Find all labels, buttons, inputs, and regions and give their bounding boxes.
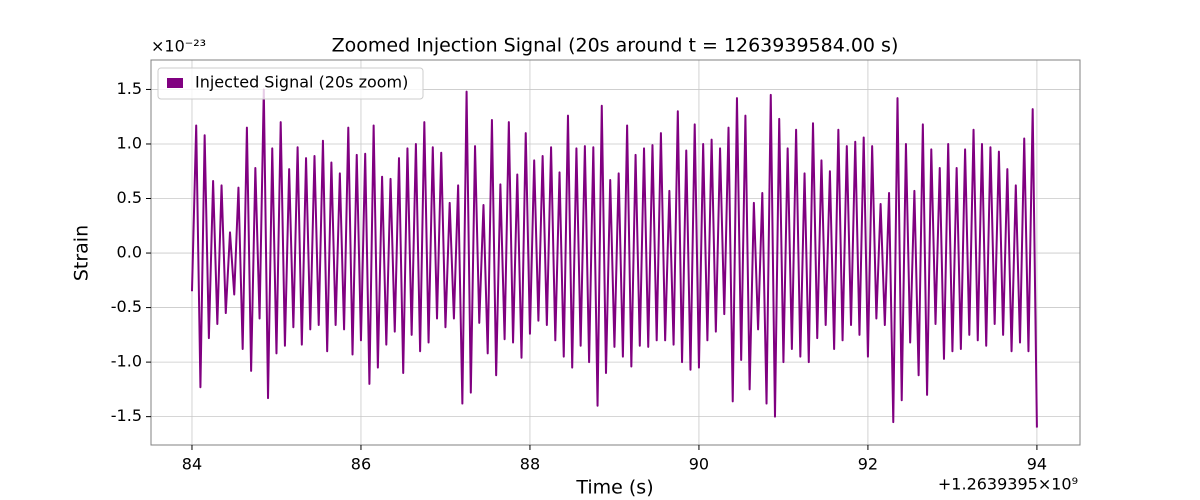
x-tick-label: 90	[689, 455, 709, 474]
x-tick-label: 94	[1027, 455, 1047, 474]
x-axis-label: Time (s)	[575, 477, 653, 499]
y-tick-label: 1.0	[117, 133, 142, 152]
y-tick-label: 1.5	[117, 79, 142, 98]
legend-label: Injected Signal (20s zoom)	[195, 73, 408, 92]
x-offset-label: +1.2639395×10⁹	[938, 475, 1078, 494]
y-axis-label: Strain	[71, 225, 93, 281]
y-tick-label: -1.5	[111, 406, 142, 425]
series-line	[190, 88, 1038, 428]
y-tick-label: -1.0	[111, 352, 142, 371]
legend-box	[157, 67, 424, 100]
x-tick-label: 86	[351, 455, 371, 474]
plot-frame	[150, 59, 1081, 446]
legend: Injected Signal (20s zoom)	[157, 67, 424, 100]
chart-title: Zoomed Injection Signal (20s around t = …	[332, 35, 899, 57]
y-tick-label: 0.5	[117, 188, 142, 207]
x-tick-label: 92	[858, 455, 878, 474]
y-tick-label: -0.5	[111, 297, 142, 316]
x-tick-label: 84	[182, 455, 202, 474]
x-tick-label: 88	[520, 455, 540, 474]
y-tick-label: 0.0	[117, 243, 142, 262]
series-group	[190, 88, 1038, 428]
legend-swatch	[167, 78, 183, 88]
y-offset-label: ×10⁻²³	[151, 37, 206, 56]
